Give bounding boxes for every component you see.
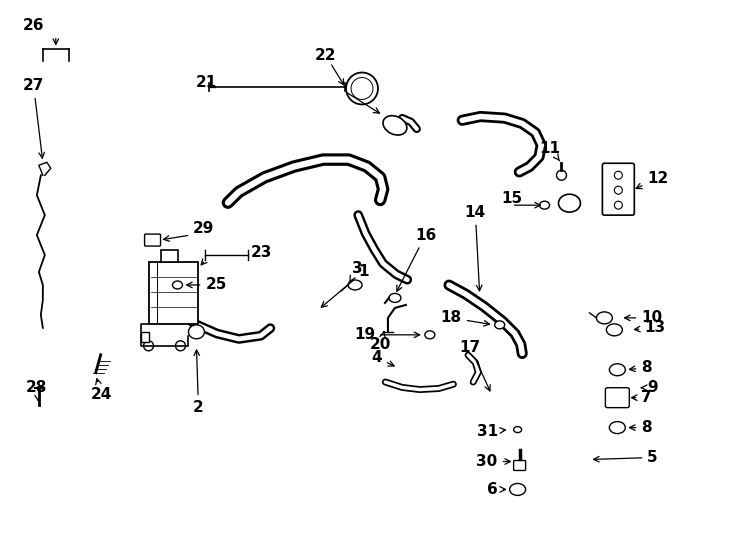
Text: 30: 30: [476, 454, 510, 469]
Ellipse shape: [425, 331, 435, 339]
Text: 13: 13: [634, 320, 666, 335]
Ellipse shape: [514, 427, 522, 433]
Ellipse shape: [189, 325, 205, 339]
Ellipse shape: [539, 201, 550, 209]
Ellipse shape: [383, 116, 407, 135]
Text: 9: 9: [642, 380, 658, 395]
Text: 20: 20: [370, 332, 391, 352]
Ellipse shape: [609, 364, 625, 376]
Text: 24: 24: [91, 379, 112, 402]
Ellipse shape: [606, 324, 622, 336]
Ellipse shape: [172, 281, 183, 289]
FancyBboxPatch shape: [145, 234, 161, 246]
Ellipse shape: [559, 194, 581, 212]
Text: 5: 5: [594, 450, 658, 465]
Text: 25: 25: [186, 278, 227, 293]
Text: 2: 2: [193, 350, 204, 415]
FancyBboxPatch shape: [141, 332, 148, 342]
Text: 14: 14: [465, 205, 486, 291]
Text: 16: 16: [397, 227, 436, 291]
Text: 6: 6: [487, 482, 506, 497]
Text: 27: 27: [23, 78, 45, 158]
Ellipse shape: [509, 483, 526, 495]
Text: 4: 4: [371, 350, 394, 366]
FancyBboxPatch shape: [148, 262, 198, 324]
Ellipse shape: [597, 312, 612, 324]
Text: 11: 11: [539, 141, 561, 161]
Text: 15: 15: [501, 191, 523, 206]
Text: 10: 10: [625, 310, 662, 326]
FancyBboxPatch shape: [606, 388, 629, 408]
Text: 18: 18: [440, 310, 490, 326]
Text: 29: 29: [192, 221, 214, 235]
FancyBboxPatch shape: [161, 250, 178, 262]
Text: 26: 26: [23, 18, 44, 33]
Ellipse shape: [609, 422, 625, 434]
Text: 7: 7: [631, 390, 652, 405]
FancyBboxPatch shape: [603, 163, 634, 215]
Text: 12: 12: [636, 171, 669, 188]
FancyBboxPatch shape: [514, 461, 526, 470]
Text: 3: 3: [350, 260, 363, 281]
Ellipse shape: [348, 280, 362, 290]
Text: 22: 22: [315, 48, 337, 63]
Text: 8: 8: [630, 420, 652, 435]
Text: 21: 21: [195, 75, 217, 90]
Text: 17: 17: [459, 340, 490, 391]
Text: 1: 1: [321, 265, 368, 307]
Text: 19: 19: [354, 327, 420, 342]
Text: 31: 31: [476, 424, 506, 439]
Text: 28: 28: [26, 380, 47, 401]
Text: 8: 8: [630, 360, 652, 375]
Ellipse shape: [389, 293, 401, 302]
Text: 23: 23: [250, 245, 272, 260]
Ellipse shape: [495, 321, 505, 329]
